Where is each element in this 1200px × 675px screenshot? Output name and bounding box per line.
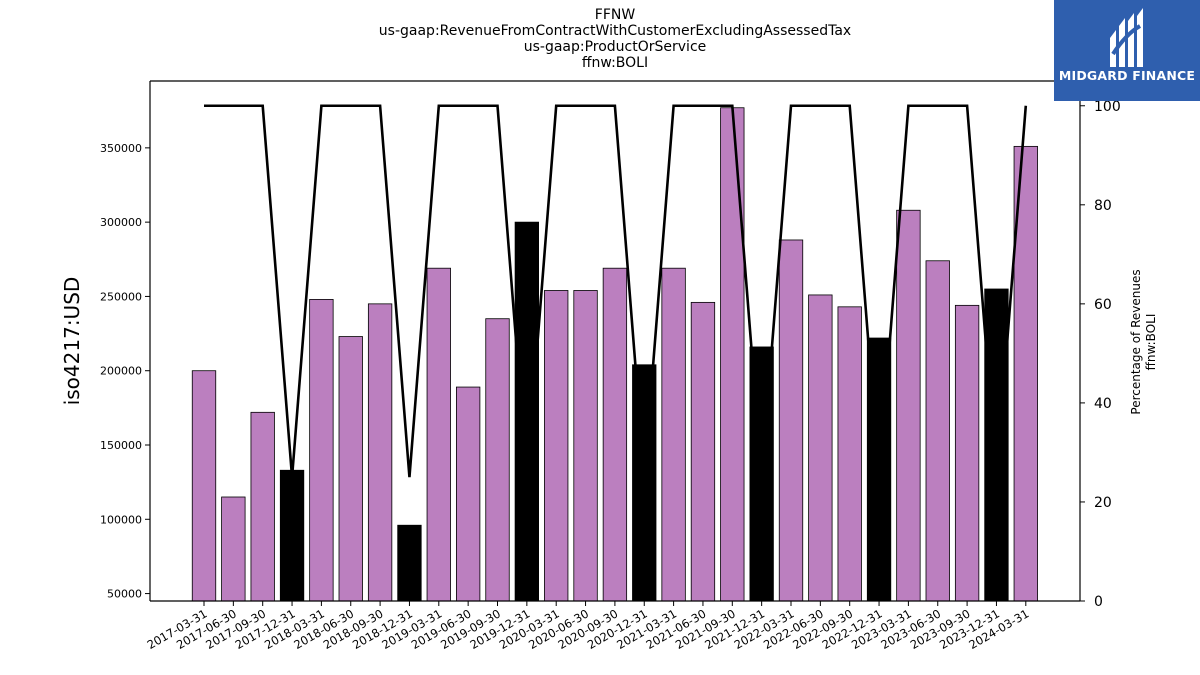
midgard-finance-logo: MIDGARD FINANCE bbox=[1054, 0, 1200, 101]
bar bbox=[925, 260, 950, 602]
y-tick-label: 350000 bbox=[100, 142, 142, 155]
y-tick-label: 200000 bbox=[100, 365, 142, 378]
bar bbox=[544, 290, 569, 602]
bar bbox=[984, 288, 1009, 602]
bar bbox=[191, 370, 217, 602]
percentage-line bbox=[204, 104, 1028, 478]
bar bbox=[279, 469, 305, 602]
bar bbox=[896, 209, 921, 602]
bar bbox=[309, 298, 334, 602]
y-tick-label: 250000 bbox=[100, 290, 142, 303]
bar bbox=[573, 290, 598, 602]
y2-tick-label: 60 bbox=[1094, 297, 1112, 313]
bar bbox=[485, 318, 510, 602]
logo-text: MIDGARD FINANCE bbox=[1058, 68, 1196, 83]
bar bbox=[602, 267, 628, 602]
bar bbox=[397, 524, 422, 602]
y-axis-label: iso4217:USD bbox=[60, 277, 84, 406]
chart-title-line-4: ffnw:BOLI bbox=[581, 55, 649, 71]
bar bbox=[367, 303, 393, 602]
bar bbox=[837, 306, 862, 602]
bar bbox=[778, 239, 804, 602]
y-tick-label: 300000 bbox=[100, 216, 142, 229]
y2-axis-label-line-2: ffnw:BOLI bbox=[1144, 314, 1158, 371]
bar bbox=[632, 364, 657, 602]
y-tick-label: 50000 bbox=[107, 588, 142, 601]
bar bbox=[426, 267, 451, 602]
y-tick-label: 150000 bbox=[100, 439, 142, 452]
bar bbox=[690, 301, 716, 602]
y2-tick-label: 80 bbox=[1094, 198, 1112, 214]
y2-tick-label: 20 bbox=[1094, 495, 1112, 511]
y2-tick-label: 0 bbox=[1094, 594, 1103, 610]
chart-title-line-1: FFNW bbox=[594, 7, 636, 23]
chart-title-line-2: us-gaap:RevenueFromContractWithCustomerE… bbox=[378, 23, 852, 39]
bar bbox=[221, 496, 246, 602]
y-tick-label: 100000 bbox=[100, 513, 142, 526]
bar bbox=[661, 267, 686, 602]
y2-tick-label: 40 bbox=[1094, 396, 1112, 412]
y2-axis-label-line-1: Percentage of Revenues bbox=[1129, 269, 1143, 414]
bar bbox=[514, 221, 539, 602]
bar bbox=[455, 386, 481, 602]
bar bbox=[338, 336, 363, 602]
logo-mark-icon bbox=[1110, 8, 1143, 67]
bar bbox=[808, 294, 833, 602]
bar bbox=[250, 411, 275, 602]
bar bbox=[720, 107, 745, 602]
y2-tick-label: 100 bbox=[1094, 99, 1121, 115]
chart-title-line-3: us-gaap:ProductOrService bbox=[523, 39, 707, 55]
bar bbox=[954, 304, 980, 602]
